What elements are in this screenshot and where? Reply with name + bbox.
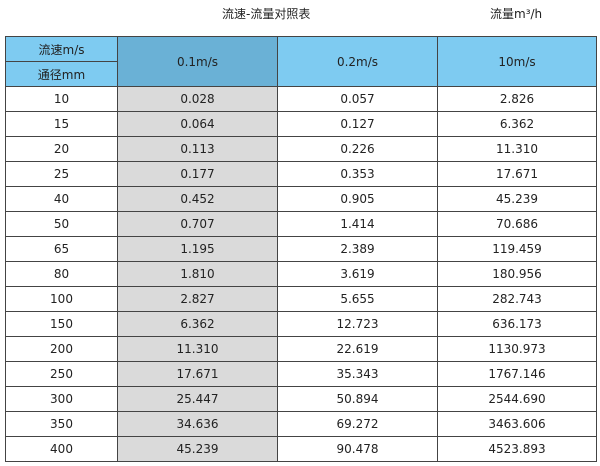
flow-cell: 5.655 <box>277 286 438 312</box>
flow-cell: 22.619 <box>277 336 438 362</box>
header-col-0: 0.1m/s <box>117 36 278 87</box>
header-col-2: 10m/s <box>437 36 597 87</box>
diameter-cell: 40 <box>5 186 118 212</box>
flow-cell: 0.064 <box>117 111 278 137</box>
diameter-cell: 25 <box>5 161 118 187</box>
flow-cell: 4523.893 <box>437 436 597 462</box>
diameter-cell: 10 <box>5 86 118 112</box>
flow-cell: 90.478 <box>277 436 438 462</box>
header-row: 流速m/s 0.1m/s 0.2m/s 10m/s <box>5 36 597 87</box>
flow-cell: 0.057 <box>277 86 438 112</box>
flow-cell: 45.239 <box>437 186 597 212</box>
flow-cell: 50.894 <box>277 386 438 412</box>
flow-cell: 3.619 <box>277 261 438 287</box>
diameter-cell: 20 <box>5 136 118 162</box>
diameter-cell: 15 <box>5 111 118 137</box>
diameter-cell: 400 <box>5 436 118 462</box>
flow-cell: 6.362 <box>117 311 278 337</box>
table-row: 65 1.195 2.389 119.459 <box>5 236 597 262</box>
flow-cell: 2.827 <box>117 286 278 312</box>
header-row-2: 通径mm <box>5 61 597 87</box>
header-col-1: 0.2m/s <box>277 36 438 87</box>
flow-cell: 0.707 <box>117 211 278 237</box>
flow-cell: 25.447 <box>117 386 278 412</box>
table-row: 300 25.447 50.894 2544.690 <box>5 386 597 412</box>
flow-cell: 1.810 <box>117 261 278 287</box>
flow-cell: 45.239 <box>117 436 278 462</box>
diameter-cell: 200 <box>5 336 118 362</box>
flow-cell: 282.743 <box>437 286 597 312</box>
table-row: 200 11.310 22.619 1130.973 <box>5 336 597 362</box>
flow-table: 流速m/s 0.1m/s 0.2m/s 10m/s 通径mm 10 0.028 0.… <box>5 36 597 462</box>
flow-cell: 180.956 <box>437 261 597 287</box>
flow-cell: 1130.973 <box>437 336 597 362</box>
table-row: 50 0.707 1.414 70.686 <box>5 211 597 237</box>
diameter-cell: 250 <box>5 361 118 387</box>
flow-cell: 17.671 <box>437 161 597 187</box>
flow-cell: 3463.606 <box>437 411 597 437</box>
table-row: 250 17.671 35.343 1767.146 <box>5 361 597 387</box>
flow-cell: 1.195 <box>117 236 278 262</box>
flow-cell: 35.343 <box>277 361 438 387</box>
table-row: 40 0.452 0.905 45.239 <box>5 186 597 212</box>
table-row: 10 0.028 0.057 2.826 <box>5 86 597 112</box>
table-row: 400 45.239 90.478 4523.893 <box>5 436 597 462</box>
flow-cell: 6.362 <box>437 111 597 137</box>
flow-cell: 119.459 <box>437 236 597 262</box>
flow-cell: 2.826 <box>437 86 597 112</box>
flow-cell: 0.028 <box>117 86 278 112</box>
flow-cell: 0.353 <box>277 161 438 187</box>
table-row: 80 1.810 3.619 180.956 <box>5 261 597 287</box>
flow-cell: 11.310 <box>117 336 278 362</box>
table-row: 15 0.064 0.127 6.362 <box>5 111 597 137</box>
flow-cell: 0.226 <box>277 136 438 162</box>
flow-cell: 0.177 <box>117 161 278 187</box>
diameter-cell: 150 <box>5 311 118 337</box>
diameter-cell: 65 <box>5 236 118 262</box>
flow-cell: 17.671 <box>117 361 278 387</box>
diameter-cell: 100 <box>5 286 118 312</box>
diameter-cell: 50 <box>5 211 118 237</box>
diameter-cell: 300 <box>5 386 118 412</box>
flow-cell: 11.310 <box>437 136 597 162</box>
flow-cell: 1.414 <box>277 211 438 237</box>
diameter-cell: 350 <box>5 411 118 437</box>
flow-cell: 70.686 <box>437 211 597 237</box>
header-velocity: 流速m/s <box>5 36 118 62</box>
flow-cell: 34.636 <box>117 411 278 437</box>
flow-cell: 0.113 <box>117 136 278 162</box>
flow-cell: 2544.690 <box>437 386 597 412</box>
table-row: 350 34.636 69.272 3463.606 <box>5 411 597 437</box>
unit-label: 流量m³/h <box>490 7 543 21</box>
flow-cell: 69.272 <box>277 411 438 437</box>
flow-cell: 0.452 <box>117 186 278 212</box>
diameter-cell: 80 <box>5 261 118 287</box>
table-row: 150 6.362 12.723 636.173 <box>5 311 597 337</box>
header-diameter: 通径mm <box>5 61 118 87</box>
table-row: 25 0.177 0.353 17.671 <box>5 161 597 187</box>
flow-cell: 2.389 <box>277 236 438 262</box>
flow-cell: 0.127 <box>277 111 438 137</box>
flow-cell: 636.173 <box>437 311 597 337</box>
table-title: 流速-流量对照表 <box>222 7 311 21</box>
flow-cell: 0.905 <box>277 186 438 212</box>
table-row: 20 0.113 0.226 11.310 <box>5 136 597 162</box>
flow-cell: 1767.146 <box>437 361 597 387</box>
table-row: 100 2.827 5.655 282.743 <box>5 286 597 312</box>
flow-cell: 12.723 <box>277 311 438 337</box>
